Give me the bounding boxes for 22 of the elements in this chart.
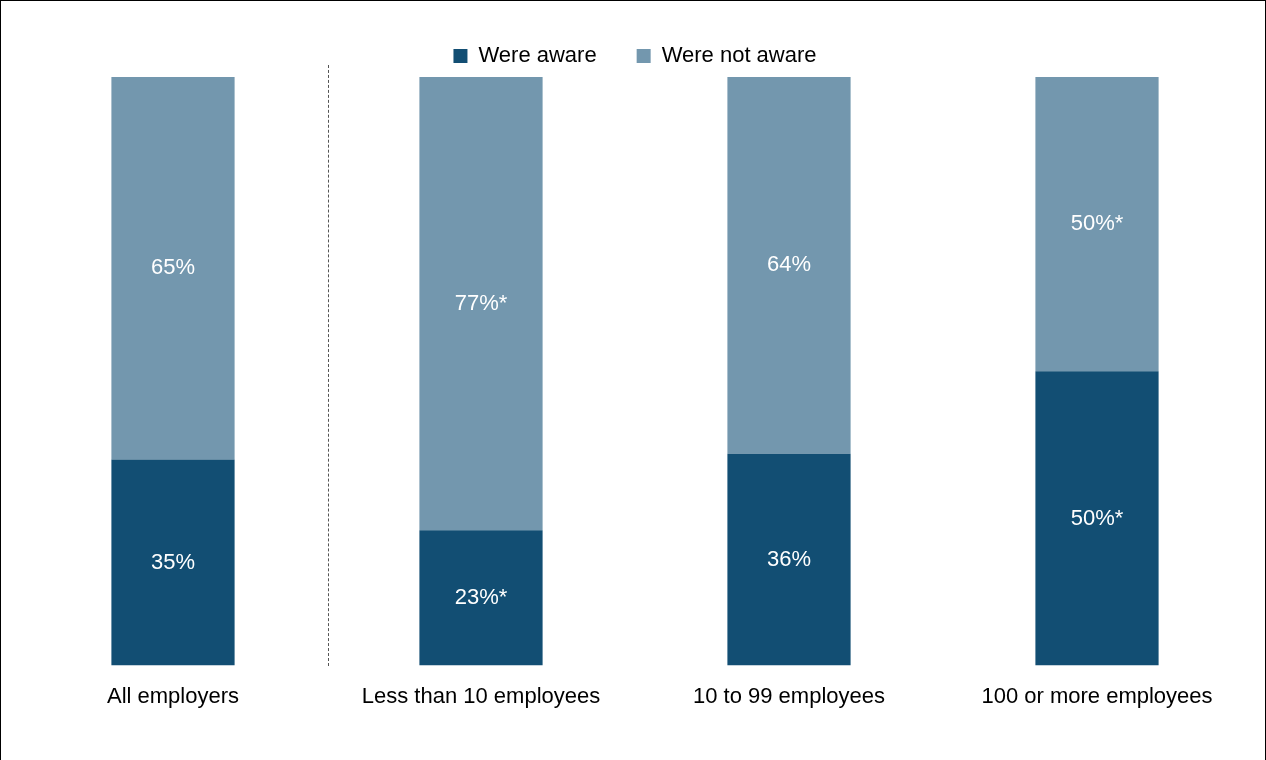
bar — [111, 77, 235, 460]
data-label: 50%* — [1070, 504, 1124, 530]
data-label: 23%* — [454, 583, 508, 609]
legend-label: Were aware — [478, 42, 597, 68]
data-label: 50%* — [1070, 210, 1124, 236]
bar — [1035, 371, 1159, 666]
x-tick-label: 100 or more employees — [981, 682, 1213, 708]
bar — [419, 77, 543, 531]
bar — [727, 77, 851, 454]
bar — [1035, 77, 1159, 372]
legend-label: Were not aware — [661, 42, 817, 68]
data-label: 36% — [766, 545, 812, 571]
bar — [111, 459, 235, 666]
x-tick-label: All employers — [106, 682, 240, 708]
data-label: 35% — [150, 548, 196, 574]
x-tick-label: Less than 10 employees — [361, 682, 601, 708]
data-label: 77%* — [454, 289, 508, 315]
data-label: 64% — [766, 251, 812, 277]
bar — [419, 530, 543, 666]
data-label: 65% — [150, 254, 196, 280]
x-tick-label: 10 to 99 employees — [692, 682, 886, 708]
bar — [727, 453, 851, 666]
